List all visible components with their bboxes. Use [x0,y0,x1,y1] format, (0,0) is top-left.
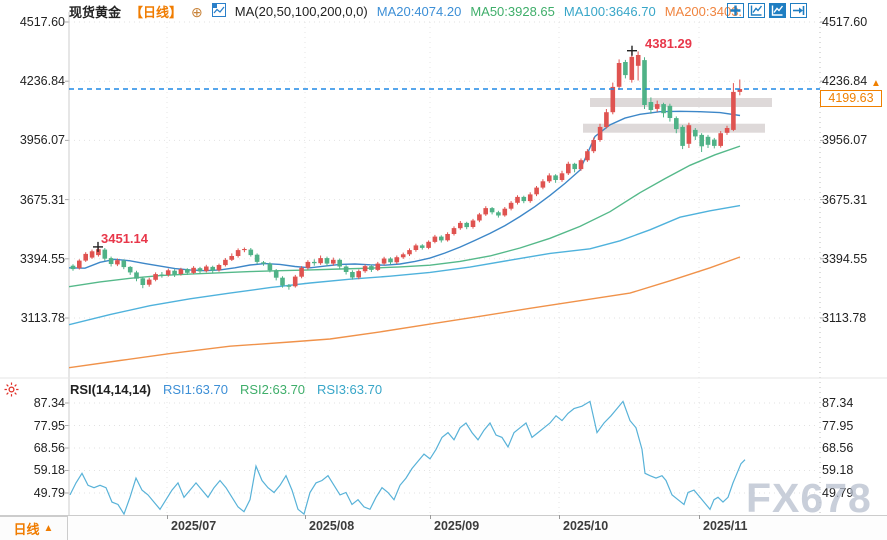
x-axis-tick [167,515,168,519]
price-axis-label-right: 4236.84 [822,74,868,89]
price-axis-label-right: 3394.55 [822,251,868,266]
price-axis-label-right: 3675.31 [822,192,868,207]
x-axis-tick [699,515,700,519]
add-indicator-icon[interactable]: ⊕ [191,3,203,20]
rsi-axis-label-left: 49.79 [33,486,65,500]
pan-to-latest-icon[interactable] [790,3,807,18]
axis-scale-icon[interactable] [748,3,765,18]
ma100-value: MA100:3646.70 [563,4,656,19]
rsi-params-label[interactable]: RSI(14,14,14) [70,382,151,397]
x-axis-label: 2025/11 [703,519,748,533]
tab-daily-label: 日线 [13,522,40,537]
rsi-header: RSI(14,14,14) RSI1:63.70 RSI2:63.70 RSI3… [70,382,382,397]
rsi-axis-label-right: 59.18 [822,463,854,478]
ma50-value: MA50:3928.65 [470,4,555,19]
tab-daily[interactable]: 日线 ▲ [0,516,68,540]
high-annotation-4381: 4381.29 [645,36,692,51]
price-axis-label-right: 3956.07 [822,133,868,148]
price-axis-label-left: 3113.78 [20,311,65,325]
price-axis-label-left: 3675.31 [19,192,65,207]
indicator-settings-icon[interactable] [4,382,19,402]
rsi-axis-label-right: 49.79 [822,486,854,500]
price-axis-label-left: 3394.55 [19,251,65,266]
x-axis-label: 2025/09 [434,519,480,533]
axis-scale-active-icon[interactable] [769,3,786,18]
rsi1-value: RSI1:63.70 [162,382,228,397]
instrument-title: 现货黄金 [69,5,122,20]
rsi2-value: RSI2:63.70 [239,382,306,397]
ma20-value: MA20:4074.20 [376,4,462,19]
x-axis-tick [305,515,306,519]
price-axis-label-left: 4236.84 [19,74,65,89]
time-axis-bar [0,515,887,540]
price-up-arrow-icon: ▲ [871,78,881,89]
fx678-watermark: FX678 [746,475,872,521]
x-axis-label: 2025/10 [563,519,609,533]
price-axis-label-right: 3113.78 [822,311,867,325]
rsi-axis-label-right: 87.34 [822,396,854,410]
move-crosshair-icon[interactable] [727,3,744,18]
chart-type-icon[interactable] [211,3,226,20]
rsi-axis-label-left: 87.34 [33,396,65,410]
chart-toolbar [727,3,807,18]
price-axis-label-right: 4517.60 [822,15,868,29]
period-label: 【日线】 [130,5,183,20]
candlestick-chart-canvas[interactable] [0,0,887,515]
rsi-axis-label-right: 68.56 [822,441,854,455]
chart-header: 现货黄金 【日线】 ⊕ MA(20,50,100,200,0,0) MA20:4… [69,2,742,21]
rsi-axis-label-left: 59.18 [33,463,65,478]
current-price-tag: 4199.63 [820,90,882,107]
x-axis-label: 2025/07 [171,519,217,533]
rsi-axis-label-left: 77.95 [33,418,65,433]
tab-arrow-icon: ▲ [43,523,54,534]
rsi-axis-label-right: 77.95 [822,418,854,433]
price-axis-label-left: 3956.07 [19,133,65,148]
rsi-axis-label-left: 68.56 [33,441,65,455]
high-annotation-3451: 3451.14 [101,231,148,246]
x-axis-label: 2025/08 [309,519,355,533]
rsi3-value: RSI3:63.70 [317,382,383,397]
price-axis-label-left: 4517.60 [19,15,65,29]
x-axis-tick [559,515,560,519]
x-axis-tick [430,515,431,519]
ma-params-label[interactable]: MA(20,50,100,200,0,0) [234,4,368,19]
ma200-value: MA200:3403. [664,4,743,19]
